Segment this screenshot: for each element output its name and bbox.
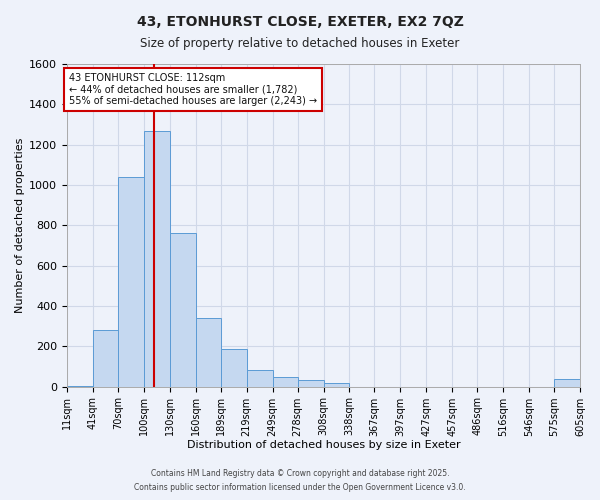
Bar xyxy=(170,234,196,386)
Bar xyxy=(144,130,170,386)
Bar xyxy=(93,330,118,386)
Bar xyxy=(272,376,298,386)
Bar xyxy=(221,350,247,387)
Bar xyxy=(298,380,323,386)
X-axis label: Distribution of detached houses by size in Exeter: Distribution of detached houses by size … xyxy=(187,440,460,450)
Bar xyxy=(118,177,144,386)
Text: Contains public sector information licensed under the Open Government Licence v3: Contains public sector information licen… xyxy=(134,484,466,492)
Bar xyxy=(247,370,272,386)
Text: 43 ETONHURST CLOSE: 112sqm
← 44% of detached houses are smaller (1,782)
55% of s: 43 ETONHURST CLOSE: 112sqm ← 44% of deta… xyxy=(69,73,317,106)
Text: 43, ETONHURST CLOSE, EXETER, EX2 7QZ: 43, ETONHURST CLOSE, EXETER, EX2 7QZ xyxy=(137,15,463,29)
Text: Contains HM Land Registry data © Crown copyright and database right 2025.: Contains HM Land Registry data © Crown c… xyxy=(151,468,449,477)
Bar xyxy=(323,382,349,386)
Bar xyxy=(554,378,580,386)
Y-axis label: Number of detached properties: Number of detached properties xyxy=(15,138,25,313)
Bar xyxy=(196,318,221,386)
Text: Size of property relative to detached houses in Exeter: Size of property relative to detached ho… xyxy=(140,38,460,51)
